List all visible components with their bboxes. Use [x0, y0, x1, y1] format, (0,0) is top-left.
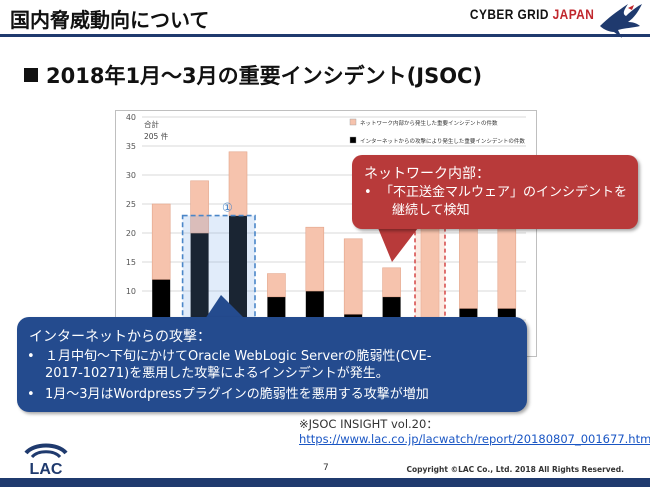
- square-bullet-icon: [24, 68, 38, 82]
- lac-logo-text: LAC: [30, 461, 63, 477]
- legend-swatch: [349, 118, 357, 126]
- legend-entry: ネットワーク内部から発生した重要インシデントの件数: [360, 119, 498, 127]
- section-heading-text: 2018年1月～3月の重要インシデント(JSOC): [46, 64, 483, 88]
- callout-internal-bullet: • 「不正送金マルウェア」のインシデントを 継続して検知: [364, 185, 628, 218]
- bullet-icon: •: [364, 185, 372, 200]
- brand-main: CYBER GRID: [469, 6, 553, 22]
- source-label: ※JSOC INSIGHT vol.20：: [299, 417, 438, 431]
- bar-internal: [305, 226, 325, 292]
- section-heading: 2018年1月～3月の重要インシデント(JSOC): [24, 60, 482, 90]
- brand-accent: JAPAN: [552, 6, 594, 22]
- legend-swatch: [349, 136, 357, 144]
- callout-internal: ネットワーク内部： • 「不正送金マルウェア」のインシデントを 継続して検知: [352, 155, 638, 229]
- chart-title: 合計: [144, 119, 159, 129]
- y-tick-label: 15: [126, 258, 136, 267]
- brand-wordmark: CYBER GRID JAPAN: [470, 6, 594, 22]
- chart-frame: 0510152025303540合計205 件ネットワーク内部から発生した重要イ…: [115, 110, 537, 357]
- callout-internet-pointer: [205, 295, 245, 319]
- chart-subtitle: 205 件: [144, 131, 169, 141]
- bar-internal: [151, 203, 171, 280]
- y-tick-label: 35: [126, 142, 136, 151]
- callout-internet: インターネットからの攻撃： • １月中旬～下旬にかけてOracle WebLogi…: [17, 317, 527, 412]
- bullet-icon: •: [27, 349, 35, 364]
- eagle-icon: [600, 4, 642, 38]
- source-link[interactable]: https://www.lac.co.jp/lacwatch/report/20…: [299, 432, 650, 446]
- y-tick-label: 40: [126, 113, 136, 122]
- bar-internal: [497, 221, 517, 309]
- incident-bar-chart: 0510152025303540合計205 件ネットワーク内部から発生した重要イ…: [126, 113, 526, 354]
- bar-internal: [267, 273, 286, 298]
- bar-internal: [459, 221, 478, 309]
- bullet-icon: •: [27, 387, 35, 402]
- bar-internal: [343, 238, 363, 315]
- title-divider: [0, 34, 650, 37]
- callout-internal-pointer: [378, 228, 418, 262]
- source-note: ※JSOC INSIGHT vol.20： https://www.lac.co…: [299, 417, 650, 447]
- callout-internal-title: ネットワーク内部：: [364, 166, 490, 182]
- y-tick-label: 20: [126, 229, 136, 238]
- y-tick-label: 10: [126, 287, 136, 296]
- copyright: Copyright ©LAC Co., Ltd. 2018 All Rights…: [406, 465, 624, 474]
- bar-internal: [190, 180, 209, 234]
- footer-divider: [0, 478, 650, 487]
- lac-logo-icon: LAC: [24, 443, 68, 477]
- slide-title: 国内脅威動向について: [10, 8, 210, 32]
- highlight-marker-label: ①: [222, 201, 233, 215]
- callout-internet-title: インターネットからの攻撃：: [29, 329, 211, 345]
- callout-internet-bullet-1: • １月中旬～下旬にかけてOracle WebLogic Serverの脆弱性(C…: [27, 349, 432, 381]
- y-tick-label: 25: [126, 200, 136, 209]
- legend-entry: インターネットからの攻撃により発生した重要インシデントの件数: [360, 137, 525, 145]
- bar-internal: [228, 151, 248, 216]
- y-tick-label: 30: [126, 171, 136, 180]
- page-number: 7: [323, 463, 329, 473]
- bar-internal: [382, 267, 401, 298]
- callout-internet-bullet-2: • 1月～3月はWordpressプラグインの脆弱性を悪用する攻撃が増加: [27, 387, 429, 402]
